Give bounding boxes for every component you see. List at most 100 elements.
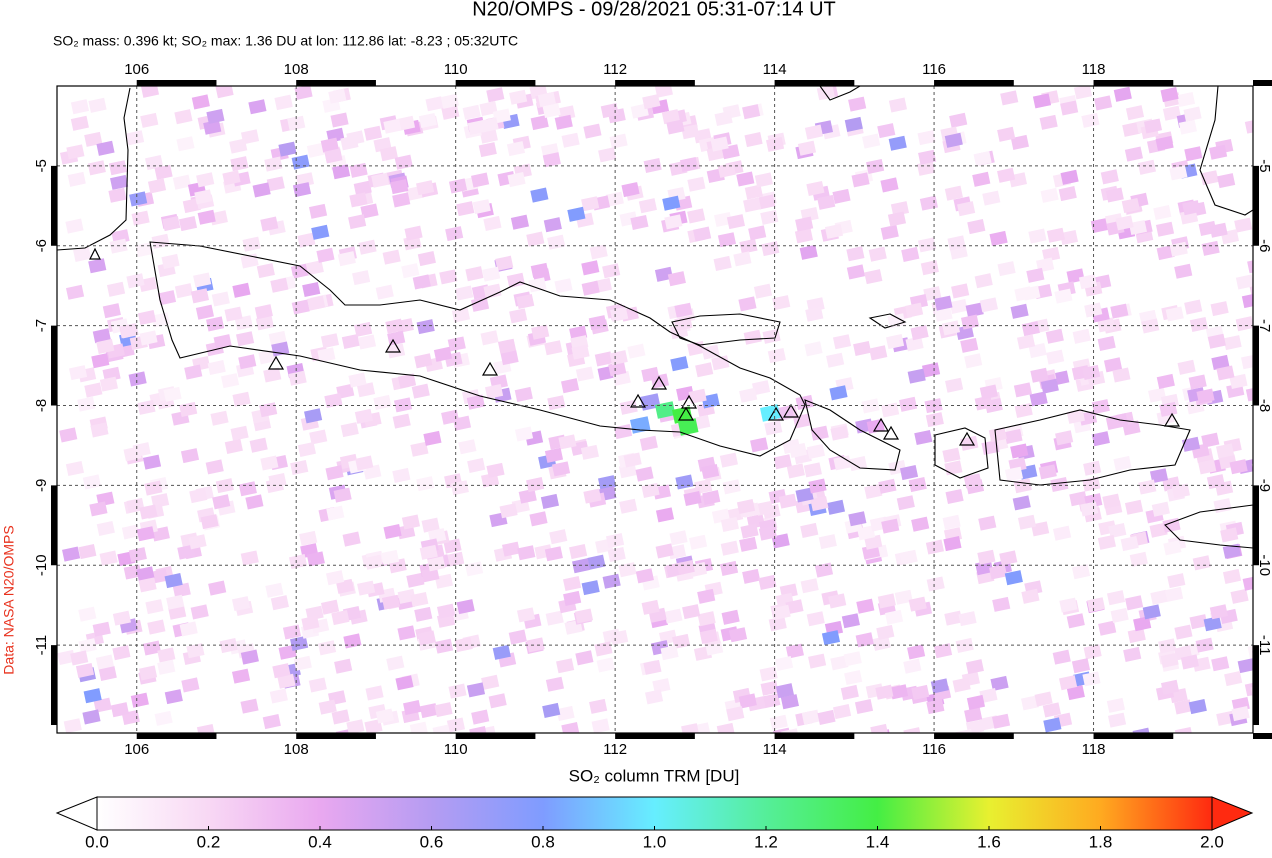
pixel bbox=[136, 566, 155, 582]
pixel bbox=[885, 609, 904, 625]
pixel bbox=[542, 702, 561, 718]
pixel bbox=[942, 514, 961, 530]
colorbar-tick-label: 1.6 bbox=[977, 832, 1001, 851]
pixel bbox=[934, 295, 953, 311]
pixel bbox=[736, 171, 755, 187]
pixel bbox=[767, 348, 786, 364]
pixel bbox=[1097, 317, 1116, 333]
pixel bbox=[395, 675, 414, 691]
pixel bbox=[92, 621, 111, 637]
pixel bbox=[401, 514, 421, 530]
pixel bbox=[580, 444, 599, 460]
pixel bbox=[136, 526, 155, 542]
pixel bbox=[1251, 460, 1253, 476]
pixel bbox=[387, 343, 406, 359]
pixel bbox=[1112, 367, 1131, 383]
pixel bbox=[483, 215, 502, 231]
pixel bbox=[219, 638, 238, 654]
pixel bbox=[957, 201, 976, 217]
pixel bbox=[610, 306, 629, 322]
pixel bbox=[324, 148, 343, 164]
pixel bbox=[1133, 616, 1152, 632]
pixel bbox=[240, 129, 260, 145]
pixel bbox=[260, 216, 279, 232]
pixel bbox=[1053, 525, 1072, 541]
pixel bbox=[142, 454, 162, 470]
pixel bbox=[832, 334, 852, 350]
pixel bbox=[688, 388, 707, 404]
pixel bbox=[693, 226, 712, 242]
pixel bbox=[70, 115, 89, 131]
pixel bbox=[506, 141, 526, 157]
pixel bbox=[558, 434, 577, 450]
pixel bbox=[1167, 573, 1186, 589]
pixel bbox=[701, 463, 720, 480]
frame-bar bbox=[51, 645, 57, 726]
pixel bbox=[334, 658, 353, 674]
pixel bbox=[302, 281, 321, 298]
pixel bbox=[1184, 146, 1203, 162]
pixel bbox=[288, 370, 307, 386]
y-tick-label: -6 bbox=[33, 239, 50, 252]
pixel bbox=[330, 112, 349, 128]
pixel bbox=[409, 721, 428, 733]
pixel bbox=[1220, 527, 1239, 543]
pixel bbox=[1083, 644, 1102, 660]
pixel bbox=[662, 195, 681, 211]
pixel bbox=[635, 466, 654, 482]
pixel bbox=[1055, 430, 1074, 446]
pixel bbox=[472, 199, 491, 215]
pixel bbox=[952, 677, 971, 693]
pixel bbox=[207, 359, 226, 376]
pixel bbox=[137, 399, 156, 415]
pixel bbox=[639, 435, 658, 451]
pixel bbox=[1034, 691, 1053, 707]
frame-bar bbox=[455, 733, 536, 739]
pixel bbox=[917, 130, 936, 146]
pixel bbox=[997, 126, 1016, 142]
pixel bbox=[1138, 479, 1157, 495]
y-tick-label: -10 bbox=[33, 554, 50, 576]
frame-bar bbox=[1253, 485, 1259, 566]
pixel bbox=[547, 234, 566, 250]
pixel bbox=[416, 476, 435, 492]
pixel bbox=[126, 273, 145, 289]
pixel bbox=[229, 138, 248, 154]
pixel bbox=[162, 216, 181, 232]
pixel bbox=[990, 675, 1009, 691]
pixel bbox=[1182, 436, 1201, 452]
pixel bbox=[478, 142, 497, 158]
pixel bbox=[877, 593, 896, 609]
pixel bbox=[1010, 303, 1029, 319]
pixel bbox=[594, 351, 613, 367]
pixel bbox=[354, 321, 373, 337]
pixel bbox=[132, 442, 151, 458]
pixel bbox=[1149, 522, 1168, 538]
pixel bbox=[978, 515, 997, 531]
pixel bbox=[200, 514, 219, 530]
pixel bbox=[846, 264, 865, 280]
pixel bbox=[1046, 227, 1066, 243]
pixel bbox=[70, 650, 89, 666]
pixel bbox=[1189, 316, 1208, 333]
pixel bbox=[144, 480, 163, 496]
pixel bbox=[129, 191, 148, 207]
pixel bbox=[297, 441, 316, 458]
pixel bbox=[563, 575, 582, 592]
pixel bbox=[945, 488, 964, 505]
pixel bbox=[769, 714, 788, 730]
pixel bbox=[760, 209, 779, 225]
pixel bbox=[492, 108, 511, 124]
pixel bbox=[908, 476, 927, 493]
pixel bbox=[785, 643, 804, 659]
pixel bbox=[1124, 499, 1144, 515]
pixel bbox=[876, 624, 895, 640]
pixel bbox=[758, 574, 777, 590]
pixel bbox=[462, 104, 481, 120]
pixel bbox=[471, 172, 490, 188]
pixel bbox=[896, 495, 915, 511]
frame-bar bbox=[51, 165, 57, 246]
pixel bbox=[571, 344, 590, 360]
pixel bbox=[242, 236, 261, 252]
pixel bbox=[720, 516, 739, 532]
